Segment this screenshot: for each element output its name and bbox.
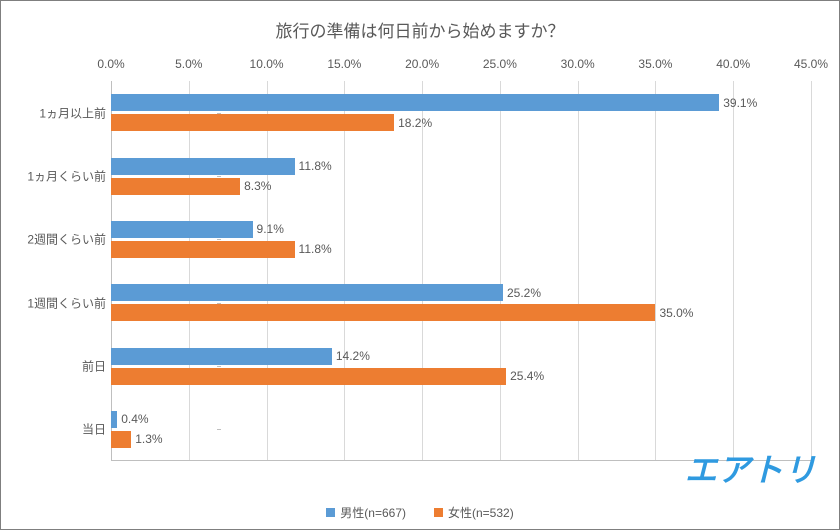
- bar-value-label: 14.2%: [336, 349, 370, 363]
- bar-female: [111, 241, 295, 258]
- x-tick-label: 20.0%: [405, 57, 439, 71]
- bar-value-label: 25.2%: [507, 286, 541, 300]
- y-axis-labels: 1ヵ月以上前 1ヵ月くらい前 2週間くらい前 1週間くらい前前日当日: [1, 81, 106, 461]
- chart-title: 旅行の準備は何日前から始めますか？: [1, 1, 839, 42]
- bar-female: [111, 431, 131, 448]
- x-tick-label: 10.0%: [250, 57, 284, 71]
- legend-label: 男性(n=667): [340, 504, 406, 521]
- brand-logo: エアトリ: [685, 445, 817, 491]
- y-tick: [217, 429, 221, 430]
- bar-value-label: 35.0%: [659, 306, 693, 320]
- y-axis-label: 1ヵ月以上前: [39, 104, 106, 121]
- category-row: 14.2% 25.4%: [111, 348, 811, 385]
- bar-value-label: 18.2%: [398, 116, 432, 130]
- bar-value-label: 0.4%: [121, 412, 148, 426]
- y-axis-label: 1ヵ月くらい前: [27, 168, 106, 185]
- y-tick: [217, 113, 221, 114]
- bar-value-label: 1.3%: [135, 432, 162, 446]
- bar-male: [111, 284, 503, 301]
- plot-area: 39.1% 18.2% 11.8% 8.3% 9.1% 11.8% 25.2% 35.0% 14…: [111, 81, 811, 461]
- gridline: [811, 81, 812, 461]
- y-tick: [217, 239, 221, 240]
- y-tick: [217, 366, 221, 367]
- legend-item: 男性(n=667): [326, 504, 406, 521]
- bar-value-label: 11.8%: [299, 242, 332, 256]
- bar-male: [111, 411, 117, 428]
- chart-container: 旅行の準備は何日前から始めますか？ 0.0% 5.0% 10.0% 15.0% 20.0…: [0, 0, 840, 530]
- bar-value-label: 39.1%: [723, 96, 757, 110]
- category-row: 0.4% 1.3%: [111, 411, 811, 448]
- x-tick-label: 25.0%: [483, 57, 517, 71]
- legend-item: 女性(n=532): [434, 504, 514, 521]
- bar-value-label: 8.3%: [244, 179, 271, 193]
- legend-label: 女性(n=532): [448, 504, 514, 521]
- bar-male: [111, 221, 253, 238]
- x-tick-label: 15.0%: [327, 57, 361, 71]
- x-tick-label: 35.0%: [638, 57, 672, 71]
- x-tick-label: 30.0%: [561, 57, 595, 71]
- bar-female: [111, 114, 394, 131]
- x-tick-label: 40.0%: [716, 57, 750, 71]
- bar-male: [111, 158, 295, 175]
- bar-value-label: 11.8%: [299, 159, 332, 173]
- y-tick: [217, 176, 221, 177]
- x-tick-label: 0.0%: [97, 57, 124, 71]
- y-tick: [217, 303, 221, 304]
- bar-female: [111, 304, 655, 321]
- bar-male: [111, 94, 719, 111]
- bar-value-label: 25.4%: [510, 369, 544, 383]
- category-row: 25.2% 35.0%: [111, 284, 811, 321]
- bar-value-label: 9.1%: [257, 222, 284, 236]
- category-row: 9.1% 11.8%: [111, 221, 811, 258]
- y-axis-label: 前日: [82, 358, 106, 375]
- category-row: 39.1% 18.2%: [111, 94, 811, 131]
- bar-male: [111, 348, 332, 365]
- x-tick-label: 5.0%: [175, 57, 202, 71]
- legend: 男性(n=667) 女性(n=532): [1, 504, 839, 521]
- legend-swatch: [434, 508, 443, 517]
- bar-female: [111, 368, 506, 385]
- y-axis-label: 2週間くらい前: [27, 231, 106, 248]
- category-row: 11.8% 8.3%: [111, 158, 811, 195]
- bar-female: [111, 178, 240, 195]
- bar-rows: 39.1% 18.2% 11.8% 8.3% 9.1% 11.8% 25.2% 35.0% 14…: [111, 81, 811, 461]
- y-axis-label: 当日: [82, 421, 106, 438]
- y-axis-label: 1週間くらい前: [27, 294, 106, 311]
- legend-swatch: [326, 508, 335, 517]
- x-axis-ticks: 0.0%5.0%10.0%15.0%20.0%25.0%30.0%35.0%40…: [111, 57, 811, 75]
- x-tick-label: 45.0%: [794, 57, 828, 71]
